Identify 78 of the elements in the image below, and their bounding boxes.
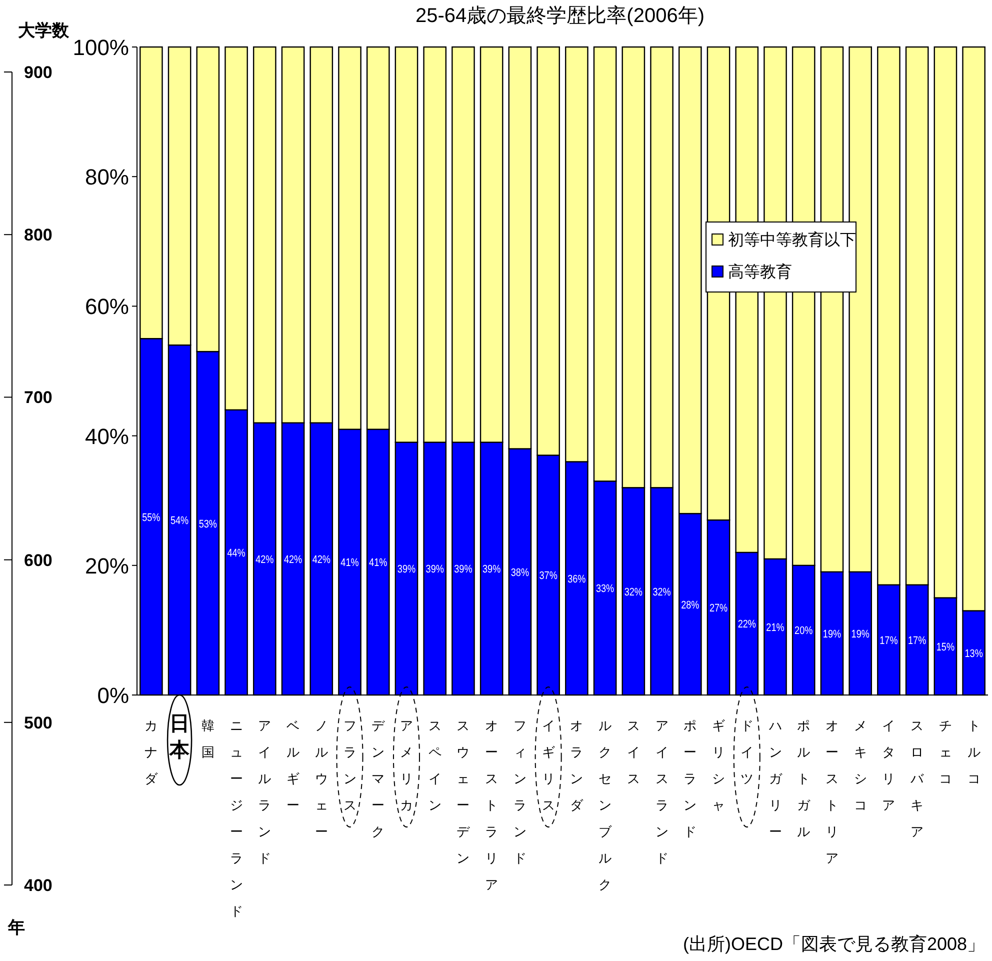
data-label: 27% [709, 602, 732, 615]
data-label: 53% [198, 518, 221, 530]
x-tick-label: ポルトガル [797, 718, 812, 839]
data-label: 41% [369, 557, 392, 570]
data-label: 17% [908, 634, 930, 647]
data-label: 17% [880, 634, 902, 647]
x-tick-label: ポーランド [684, 718, 697, 839]
text: 年 [7, 918, 25, 937]
data-label: 42% [256, 554, 278, 566]
x-tick-label: イタリア [882, 718, 896, 812]
x-tick-label: カナダ [144, 718, 159, 786]
data-label: 33% [596, 583, 618, 596]
x-tick-label: ギリシャ [712, 718, 726, 812]
data-label: 44% [227, 547, 250, 560]
data-label: 41% [340, 557, 363, 570]
x-tick-label: ノルウェー [314, 718, 328, 839]
y-tick-label: 40% [84, 424, 129, 449]
data-label: 39% [426, 564, 448, 576]
x-tick-label: オランダ [570, 718, 584, 812]
legend-label: 高等教育 [728, 263, 792, 281]
data-label: 13% [964, 648, 987, 660]
data-label: 32% [624, 586, 646, 598]
y2-tick-label: 600 [24, 550, 52, 570]
data-label: 20% [794, 625, 817, 638]
y2-tick-label: 800 [24, 226, 52, 245]
data-label: 19% [822, 628, 845, 640]
data-label: 42% [284, 554, 306, 566]
y2-tick-label: 400 [24, 876, 52, 895]
data-label: 54% [170, 515, 193, 528]
x-tick-label: イギリス [542, 718, 555, 812]
data-label: 39% [454, 564, 476, 576]
x-tick-label: ハンガリー [768, 718, 783, 839]
x-tick-label: 日本 [168, 713, 191, 762]
y2-axis-title: 大学数 [18, 21, 70, 40]
y2-tick-label: 900 [24, 63, 52, 82]
data-label: 42% [312, 554, 334, 566]
data-label: 21% [766, 622, 788, 634]
data-label: 38% [510, 566, 533, 579]
y-tick-label: 20% [84, 553, 129, 578]
legend-label: 初等中等教育以下 [728, 231, 856, 249]
data-label: 19% [851, 628, 874, 640]
x-tick-label: 韓国 [201, 718, 214, 760]
data-label: 15% [936, 641, 958, 654]
x-tick-label: スペイン [428, 718, 442, 812]
data-label: 37% [539, 570, 562, 582]
x-tick-label: フィンランド [513, 718, 526, 866]
y-tick-label: 0% [97, 683, 129, 708]
x-tick-label: オーストリア [825, 718, 838, 866]
x-tick-label: ルクセンブルク [598, 718, 613, 892]
x-tick-label: スイス [626, 718, 640, 786]
y2-tick-label: 500 [24, 713, 52, 732]
x-tick-label: チェコ [938, 718, 952, 786]
data-label: 36% [568, 573, 590, 586]
x-tick-label: スロバキア [910, 718, 925, 839]
x-tick-label: ニュージーランド [230, 718, 243, 918]
data-label: 39% [397, 564, 420, 576]
x-tick-label: アメリカ [400, 718, 413, 812]
data-label: 28% [681, 599, 704, 612]
x-tick-label: オーストラリア [485, 718, 498, 892]
text: (出所)OECD「図表で見る教育2008」 [682, 934, 985, 954]
x-tick-label: デンマーク [372, 718, 386, 839]
y2-tick-label: 700 [24, 388, 52, 408]
data-label: 55% [142, 512, 164, 524]
y-tick-label: 80% [84, 164, 129, 190]
x-tick-label: メキシコ [854, 718, 867, 812]
x-tick-label: トルコ [967, 718, 980, 786]
chart-title: 25-64歳の最終学歴比率(2006年) [416, 5, 704, 27]
x-tick-label: アイスランド [655, 718, 668, 866]
data-label: 32% [652, 586, 675, 598]
x-tick-label: フランス [343, 718, 356, 812]
x-tick-label: スウェーデン [456, 718, 471, 866]
data-label: 22% [738, 618, 760, 631]
x-tick-label: ベルギー [286, 718, 300, 812]
x-tick-label: ドイツ [740, 718, 754, 786]
y-tick-label: 60% [84, 294, 129, 320]
y-tick-label: 100% [72, 35, 129, 60]
data-label: 39% [482, 564, 505, 576]
x-tick-label: アイルランド [258, 718, 272, 866]
